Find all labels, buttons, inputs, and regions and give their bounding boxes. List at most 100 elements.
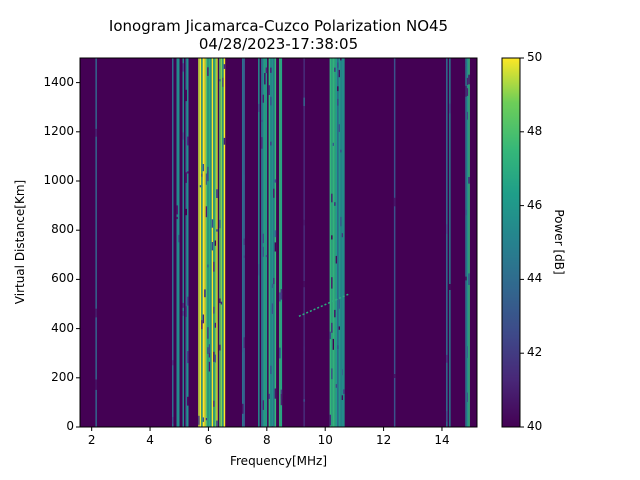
heatmap-cell: [280, 289, 283, 295]
chart-title: Ionogram Jicamarca-Cuzco Polarization NO…: [108, 17, 449, 35]
heatmap-cell: [270, 141, 272, 146]
heatmap-column: [393, 58, 396, 427]
heatmap-cell: [279, 347, 281, 359]
heatmap-cell: [185, 306, 187, 317]
heatmap-cell: [182, 302, 184, 308]
heatmap-cell: [243, 238, 245, 245]
heatmap-cell: [204, 289, 206, 298]
heatmap-cell: [270, 365, 272, 374]
heatmap-cell: [332, 142, 335, 146]
plot-background: [80, 58, 477, 427]
heatmap-cell: [216, 229, 218, 232]
heatmap-cell: [274, 242, 277, 252]
heatmap-column: [202, 58, 205, 427]
heatmap-column: [207, 58, 209, 427]
heatmap-cell: [338, 299, 341, 309]
heatmap-cell: [216, 189, 218, 198]
heatmap-cell: [329, 414, 332, 426]
heatmap-band-3: [172, 58, 189, 427]
heatmap-cell: [261, 119, 263, 122]
heatmap-cell: [265, 255, 268, 258]
heatmap-cell: [303, 281, 305, 288]
y-tick-label: 0: [66, 419, 74, 433]
heatmap-column: [219, 58, 221, 427]
heatmap-column: [187, 58, 189, 427]
heatmap-cell: [208, 352, 211, 358]
heatmap-cell: [207, 347, 209, 354]
heatmap-cell: [205, 418, 208, 421]
heatmap-cell: [335, 255, 338, 264]
heatmap-band-8: [329, 58, 345, 427]
colorbar-tick-label: 42: [527, 345, 543, 360]
heatmap-cell: [202, 164, 205, 172]
heatmap-cell: [261, 137, 263, 149]
heatmap-cell: [466, 111, 469, 120]
heatmap-cell: [178, 234, 180, 243]
heatmap-column: [343, 58, 345, 427]
heatmap-column: [222, 58, 224, 427]
heatmap-cell: [466, 392, 469, 402]
heatmap-column: [223, 58, 226, 427]
x-tick-label: 4: [146, 433, 154, 447]
heatmap-cell: [213, 400, 215, 407]
heatmap-cell: [468, 74, 470, 85]
heatmap-cell: [219, 298, 221, 304]
heatmap-cell: [303, 346, 305, 352]
heatmap-cell: [466, 88, 469, 96]
heatmap-cell: [185, 89, 187, 102]
heatmap-column: [178, 58, 180, 427]
heatmap-cell: [205, 173, 208, 185]
heatmap-cell: [187, 296, 189, 306]
heatmap-cell: [337, 345, 339, 349]
heatmap-column: [204, 58, 206, 427]
heatmap-cell: [303, 399, 305, 402]
heatmap-cell: [331, 235, 333, 240]
heatmap-cell: [465, 209, 467, 216]
heatmap-cell: [274, 179, 277, 183]
heatmap-cell: [95, 308, 97, 318]
heatmap-cell: [331, 322, 333, 333]
heatmap-cell: [213, 261, 215, 272]
heatmap-cell: [262, 233, 265, 244]
heatmap-cell: [216, 420, 218, 427]
heatmap-column: [280, 58, 283, 427]
heatmap-cell: [340, 149, 342, 153]
heatmap-column: [340, 58, 342, 427]
heatmap-column: [338, 58, 341, 427]
heatmap-column: [335, 58, 338, 427]
heatmap-layer: [95, 58, 470, 427]
heatmap-cell: [264, 73, 266, 85]
heatmap-cell: [219, 344, 221, 351]
heatmap-cell: [268, 85, 271, 95]
heatmap-cell: [334, 202, 336, 206]
colorbar-tick-label: 46: [527, 197, 543, 212]
heatmap-cell: [465, 63, 467, 67]
plot-frame: [79, 57, 478, 428]
heatmap-cell: [466, 346, 469, 358]
heatmap-cell: [258, 103, 260, 112]
axes-layer: [76, 57, 524, 431]
heatmap-column: [466, 58, 469, 427]
heatmap-cell: [214, 240, 217, 246]
heatmap-column: [334, 58, 336, 427]
heatmap-cell: [338, 124, 341, 132]
heatmap-cell: [95, 319, 97, 330]
heatmap-cell: [446, 411, 448, 422]
heatmap-cell: [468, 177, 470, 184]
heatmap-cell: [213, 351, 215, 362]
heatmap-column: [210, 58, 212, 427]
heatmap-column: [465, 58, 467, 427]
heatmap-column: [205, 58, 208, 427]
x-tick-label: 12: [375, 433, 392, 447]
colorbar: [501, 57, 521, 428]
x-tick-label: 10: [317, 433, 333, 447]
heatmap-column: [303, 58, 305, 427]
echo-trace: [298, 293, 349, 317]
heatmap-cell: [198, 415, 200, 425]
heatmap-cell: [172, 417, 174, 424]
heatmap-cell: [262, 94, 265, 103]
heatmap-cell: [207, 264, 209, 268]
heatmap-cell: [303, 219, 305, 226]
